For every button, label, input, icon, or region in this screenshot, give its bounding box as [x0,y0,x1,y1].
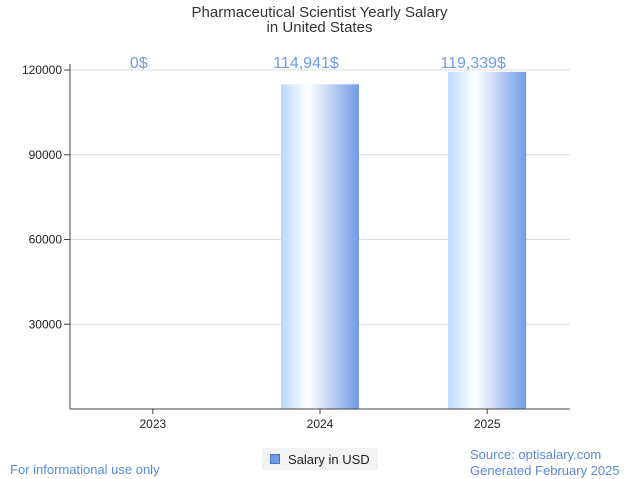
x-tick-label: 2023 [139,417,166,431]
x-tick-label: 2024 [307,417,334,431]
data-label: 119,339$ [440,55,506,72]
y-tick-label: 60000 [29,233,63,247]
bar [448,71,527,410]
bar [281,84,359,409]
footer-source-block: Source: optisalary.com Generated Februar… [470,447,620,479]
legend-label: Salary in USD [288,451,370,467]
bars [281,71,527,410]
y-tick-label: 30000 [29,317,63,331]
axes [64,64,570,414]
x-tick-label: 2025 [474,417,501,431]
footer-disclaimer: For informational use only [10,462,160,477]
y-tick-label: 90000 [29,148,63,162]
legend-swatch [270,454,280,464]
legend: Salary in USD [262,448,378,470]
data-label: 0$ [130,55,148,72]
chart-title-line2: in United States [266,19,373,36]
data-label: 114,941$ [273,55,339,72]
footer-generated: Generated February 2025 [470,463,620,478]
footer-source: Source: optisalary.com [470,447,602,462]
y-tick-label: 120000 [22,63,62,77]
chart-title-line1: Pharmaceutical Scientist Yearly Salary [191,4,448,21]
labels: 30000 60000 90000 120000 2023 0$ 2024 114,941$ 2… [22,55,506,431]
